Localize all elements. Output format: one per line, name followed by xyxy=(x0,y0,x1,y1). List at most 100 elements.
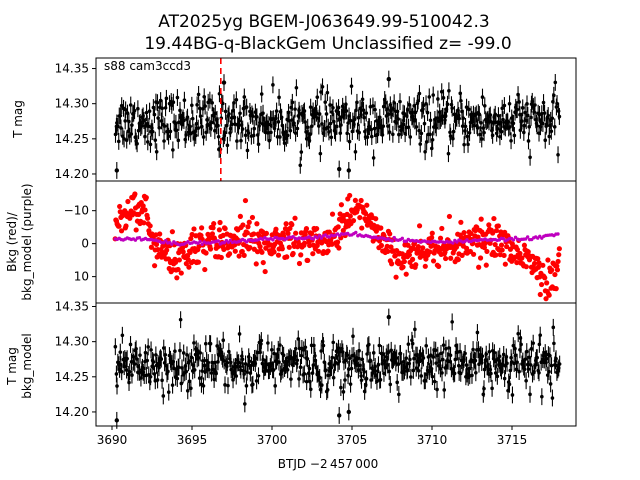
bkg-point xyxy=(222,225,228,232)
bkg-point xyxy=(242,197,249,204)
x-tick-label: 3700 xyxy=(257,433,288,447)
top-panel-point xyxy=(434,126,439,130)
bottom-panel-point xyxy=(160,378,164,383)
top-panel-point xyxy=(457,116,461,121)
bkg-point xyxy=(151,263,158,269)
top-panel-point xyxy=(329,135,334,140)
bottom-panel-point xyxy=(170,383,175,387)
bkg-point xyxy=(554,267,561,273)
top-panel-point xyxy=(466,142,470,147)
bottom-panel-point xyxy=(440,357,445,362)
bottom-panel-point xyxy=(163,352,168,357)
top-panel-point xyxy=(494,120,498,125)
middle-panel-y-label-line2: bkg_model (purple) xyxy=(20,183,34,300)
bkg-point xyxy=(517,250,523,257)
bottom-panel-point xyxy=(155,378,160,382)
top-panel-point xyxy=(507,101,512,106)
top-panel-point xyxy=(323,100,328,104)
x-tick-label: 3705 xyxy=(337,433,368,447)
bottom-panel-point xyxy=(389,348,394,353)
bottom-panel-point xyxy=(259,338,264,343)
top-panel-point xyxy=(541,100,546,105)
bottom-panel-point xyxy=(251,382,255,387)
top-panel-point xyxy=(447,88,451,93)
top-panel-point xyxy=(116,124,120,129)
bottom-panel-point xyxy=(196,356,201,360)
bkg-point xyxy=(535,256,541,262)
top-panel-point xyxy=(182,118,186,123)
top-panel-point xyxy=(327,130,331,134)
bottom-panel-point xyxy=(513,346,517,351)
x-tick-label: 3710 xyxy=(417,433,448,447)
top-panel-point xyxy=(168,129,173,134)
top-panel-point xyxy=(290,100,295,105)
bkg-point xyxy=(240,222,246,228)
bottom-panel-point xyxy=(261,357,265,362)
bottom-panel-point xyxy=(411,368,416,373)
bkg-point xyxy=(157,231,163,237)
bottom-panel-point xyxy=(410,341,415,346)
bottom-panel-point xyxy=(435,387,439,392)
bottom-panel-frame xyxy=(95,302,577,427)
top-panel-point xyxy=(239,138,243,143)
top-panel-point xyxy=(458,91,463,96)
top-panel-point xyxy=(156,116,160,120)
top-panel-point xyxy=(417,128,421,133)
bkg-point xyxy=(443,255,449,262)
bottom-panel-point xyxy=(346,367,351,371)
bottom-panel-point xyxy=(192,341,196,345)
top-panel-point xyxy=(395,109,400,114)
bottom-panel-point xyxy=(487,349,492,354)
top-panel-point xyxy=(207,123,211,128)
bkg-model-point xyxy=(400,236,404,240)
top-panel-point xyxy=(185,115,190,119)
bkg-point xyxy=(259,249,265,255)
bkg-point xyxy=(427,249,433,255)
top-panel-point xyxy=(155,100,160,105)
bkg-point xyxy=(125,198,131,205)
bottom-panel-point xyxy=(515,360,519,364)
bkg-point xyxy=(237,213,243,219)
top-panel-point xyxy=(242,95,247,99)
top-panel-point xyxy=(190,103,194,108)
top-panel-point xyxy=(243,133,248,138)
bottom-panel-point xyxy=(198,351,203,355)
bottom-panel-point xyxy=(175,376,180,381)
top-panel-point xyxy=(511,121,516,126)
bottom-panel-point xyxy=(557,362,562,366)
bottom-panel-point xyxy=(524,378,528,383)
top-panel-point xyxy=(145,121,150,126)
top-panel-point xyxy=(465,134,470,139)
top-panel-point xyxy=(367,124,372,129)
top-panel-point xyxy=(414,125,419,129)
bottom-panel-point xyxy=(377,343,382,348)
bottom-panel-point xyxy=(470,373,474,378)
top-panel-point xyxy=(123,108,128,112)
bottom-panel-point xyxy=(179,381,184,386)
top-panel-point xyxy=(520,106,525,110)
bkg-point xyxy=(483,262,489,268)
top-panel-point xyxy=(528,155,532,160)
bottom-panel-point xyxy=(272,351,276,356)
bottom-panel-y-label-line2: bkg_model xyxy=(20,333,34,399)
bottom-panel-point xyxy=(305,357,310,361)
bkg-model-point xyxy=(511,238,516,242)
top-panel-light-curve: s88 cam3ccd3 14.20 14.25 14.30 14.35 T mag xyxy=(11,57,577,182)
bottom-panel-point xyxy=(161,346,166,350)
bkg-point xyxy=(283,221,289,227)
top-panel-point xyxy=(349,84,354,88)
top-panel-point xyxy=(365,135,370,140)
top-panel-y-tick-label: 14.20 xyxy=(55,167,89,181)
bottom-panel-point xyxy=(254,379,259,383)
bottom-panel-point xyxy=(527,355,532,360)
bkg-point xyxy=(244,230,250,236)
top-panel-point xyxy=(422,121,427,126)
bottom-panel-y-label-line1: T mag xyxy=(5,347,19,386)
bottom-panel-point xyxy=(513,353,518,358)
bkg-point xyxy=(536,260,542,266)
bkg-point xyxy=(209,231,216,237)
top-panel-point xyxy=(208,126,213,131)
bottom-panel-point xyxy=(240,357,245,362)
top-panel-point xyxy=(479,137,484,141)
bkg-point xyxy=(556,246,562,252)
